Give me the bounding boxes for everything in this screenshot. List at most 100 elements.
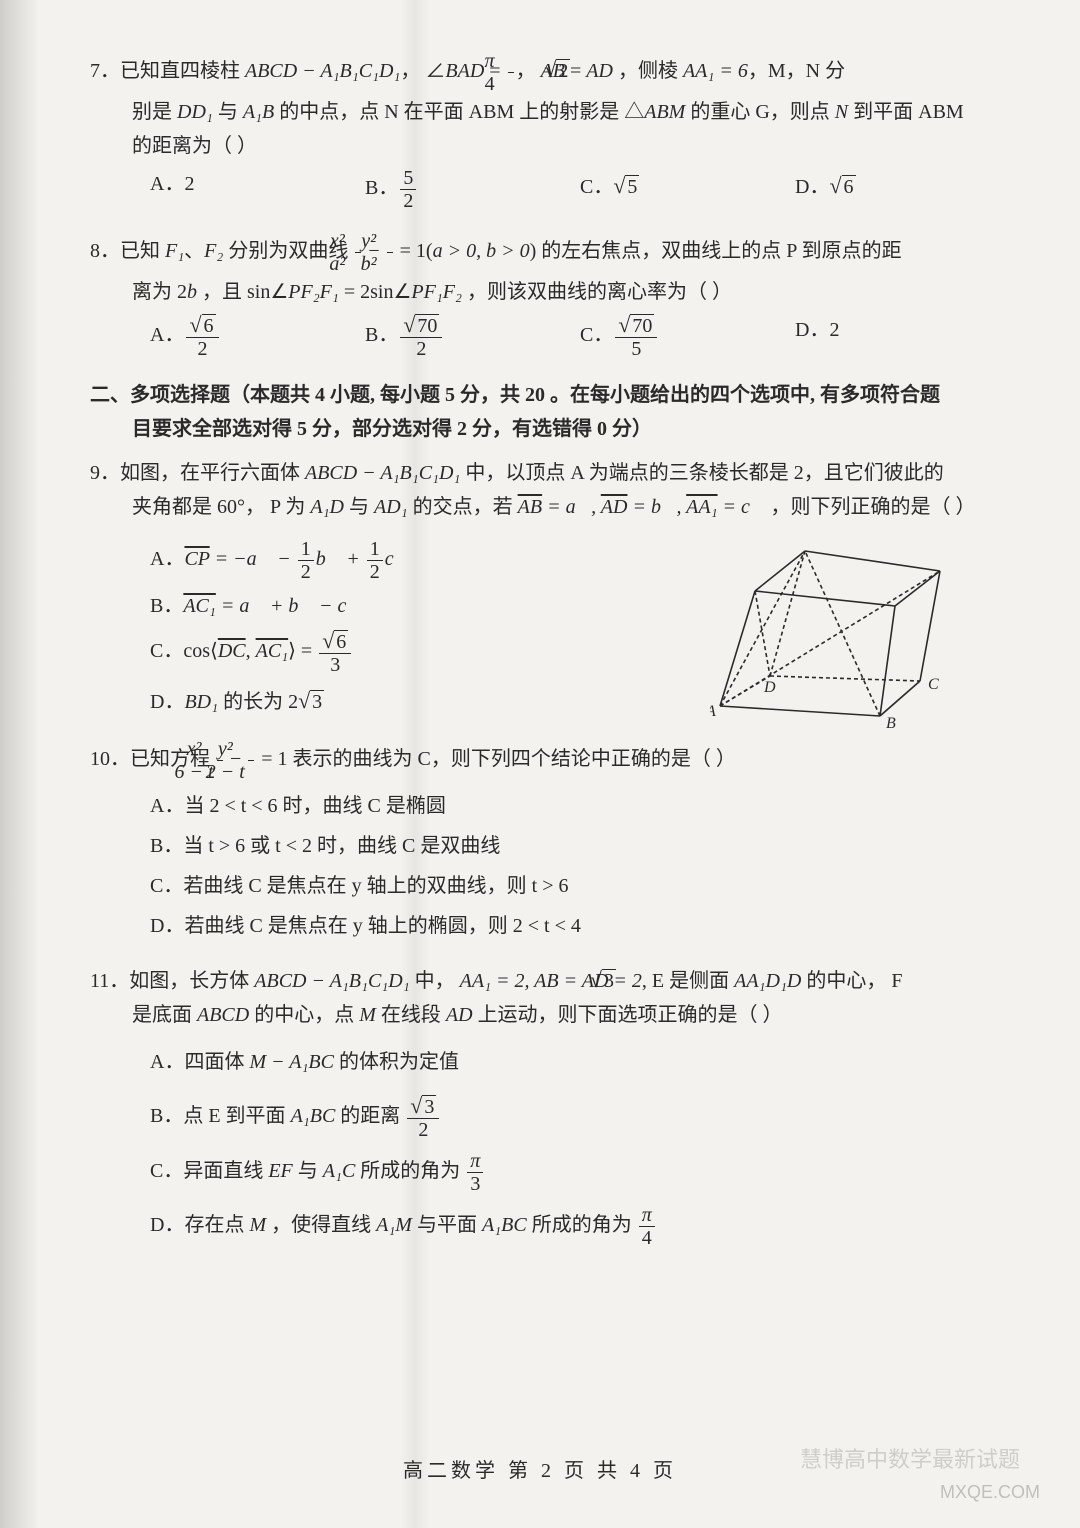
- label: D．: [150, 1214, 184, 1236]
- text: AD: [446, 1004, 473, 1026]
- text: DD₁: [177, 101, 213, 123]
- text: ABCD: [197, 1004, 249, 1026]
- label: C．: [580, 176, 613, 198]
- label: C．: [150, 640, 183, 662]
- opt-D: D．2: [795, 313, 1010, 360]
- svg-text:C: C: [928, 676, 939, 693]
- opt-A: A．四面体 M − A₁BC 的体积为定值: [150, 1038, 690, 1086]
- sqrt: 6: [829, 167, 855, 204]
- denom: 2: [367, 561, 383, 583]
- scan-fold: [400, 0, 430, 1528]
- q8-options: A．62 B．702 C．705 D．2: [90, 313, 1010, 360]
- exam-page: 7．已知直四棱柱 ABCD − A₁B₁C₁D₁， ∠BAD = π4， AB …: [0, 0, 1080, 1528]
- text: 、: [184, 240, 204, 262]
- label: D．: [150, 691, 184, 713]
- text: ABCD − A₁B₁C₁D₁: [305, 462, 460, 484]
- radicand: 3: [602, 969, 616, 992]
- opt-C: C．705: [580, 313, 795, 360]
- text: = 1 表示的曲线为 C，则下列四个结论中正确的是（ ）: [256, 748, 736, 770]
- text: ，则该双曲线的离心率为（ ）: [462, 281, 732, 303]
- svg-text:D: D: [763, 679, 776, 696]
- opt-D: D．若曲线 C 是焦点在 y 轴上的椭圆，则 2 < t < 4: [150, 909, 1010, 943]
- text: 与: [213, 101, 243, 123]
- watermark-text: 慧博高中数学最新试题: [800, 1441, 1020, 1478]
- text: M: [249, 1214, 266, 1236]
- sqrt: 6: [322, 629, 348, 653]
- text: 与: [293, 1160, 323, 1182]
- radicand: 3: [310, 690, 324, 713]
- opt-B: B．当 t > 6 或 t < 2 时，曲线 C 是双曲线: [150, 829, 1010, 863]
- label: B．: [150, 1105, 183, 1127]
- question-10: 10．已知方程 x²6 − t − y²2 − t = 1 表示的曲线为 C，则…: [90, 738, 1010, 943]
- vector: AC₁: [183, 595, 216, 617]
- text: 与: [344, 496, 374, 518]
- text: F₁: [165, 240, 184, 262]
- denom: 4: [508, 73, 514, 95]
- fraction: π4: [508, 50, 514, 95]
- text: A₁C: [323, 1160, 356, 1182]
- numer: 3: [407, 1094, 439, 1119]
- label: B．: [150, 595, 183, 617]
- text: = a⃗ + b⃗ − c⃗: [216, 595, 362, 617]
- text: PF₂F₁: [288, 281, 339, 303]
- label: A．: [150, 324, 184, 346]
- question-9: 9．如图，在平行六面体 ABCD − A₁B₁C₁D₁ 中，以顶点 A 为端点的…: [90, 456, 1010, 720]
- text: ABM: [644, 101, 685, 123]
- fraction: 32: [407, 1094, 439, 1141]
- radicand: 6: [202, 314, 216, 337]
- text: N: [835, 101, 848, 123]
- denom: 5: [615, 338, 657, 360]
- radicand: 70: [630, 314, 654, 337]
- fraction: 63: [319, 629, 351, 676]
- text: b: [187, 281, 197, 303]
- text: 的交点，若: [408, 496, 518, 518]
- text: BD₁: [184, 691, 218, 713]
- label: B．: [365, 177, 398, 199]
- vector: CP: [184, 548, 209, 570]
- label: D．: [795, 319, 829, 341]
- numer: y²: [387, 230, 393, 253]
- denom: b²: [387, 253, 393, 275]
- fraction: y²b²: [387, 230, 393, 275]
- opt-B: B．52: [365, 167, 580, 212]
- text: 是底面: [132, 1004, 197, 1026]
- q10-options: A．当 2 < t < 6 时，曲线 C 是椭圆 B．当 t > 6 或 t <…: [90, 789, 1010, 943]
- watermark-url: MXQE.COM: [940, 1477, 1040, 1508]
- text: 二、多项选择题（本题共 4 小题, 每小题 5 分，共 20 。在每小题给出的四…: [132, 378, 1010, 412]
- numer: π: [639, 1204, 655, 1227]
- fraction: π3: [467, 1150, 483, 1195]
- text: 与平面: [412, 1214, 482, 1236]
- text: = a⃗,: [542, 496, 601, 518]
- vector: AC₁: [256, 640, 289, 662]
- numer: 1: [298, 538, 314, 561]
- text: ，且 sin∠: [197, 281, 288, 303]
- question-11: 11．如图，长方体 ABCD − A₁B₁C₁D₁ 中， AA₁ = 2, AB…: [90, 961, 1010, 1249]
- text: 的距离为（ ）: [90, 129, 1010, 163]
- question-7: 7．已知直四棱柱 ABCD − A₁B₁C₁D₁， ∠BAD = π4， AB …: [90, 50, 1010, 212]
- numer: 1: [367, 538, 383, 561]
- fraction: 705: [615, 313, 657, 360]
- q10-num: 10．: [90, 748, 130, 770]
- text: 中，以顶点 A 为端点的三条棱长都是 2，且它们彼此的: [460, 462, 943, 484]
- text: ，侧棱: [613, 60, 683, 82]
- text: ,: [246, 640, 256, 662]
- text: ABCD − A₁B₁C₁D₁: [254, 970, 409, 992]
- text: 已知: [120, 240, 165, 262]
- text: ⟩ =: [288, 640, 317, 662]
- sqrt: 3: [410, 1094, 436, 1118]
- opt-A: A．2: [150, 167, 365, 212]
- q8-num: 8．: [90, 240, 120, 262]
- sqrt: 3: [298, 682, 324, 719]
- denom: 2 − t: [248, 761, 254, 783]
- numer: 6: [186, 313, 218, 338]
- text: AD₁: [374, 496, 408, 518]
- opt-B: B．702: [365, 313, 580, 360]
- text: 的中点，点 N 在平面 ABM 上的射影是 △: [274, 101, 644, 123]
- text: 点 E 到平面: [183, 1105, 290, 1127]
- opt-C: C．5: [580, 167, 795, 212]
- text: EF: [268, 1160, 292, 1182]
- text: , E 是侧面: [642, 970, 734, 992]
- opt-A: A．CP = −a⃗ − 12b⃗ + 12c⃗: [150, 538, 550, 583]
- text: A₁BC: [291, 1105, 336, 1127]
- opt-D: D．6: [795, 167, 1010, 212]
